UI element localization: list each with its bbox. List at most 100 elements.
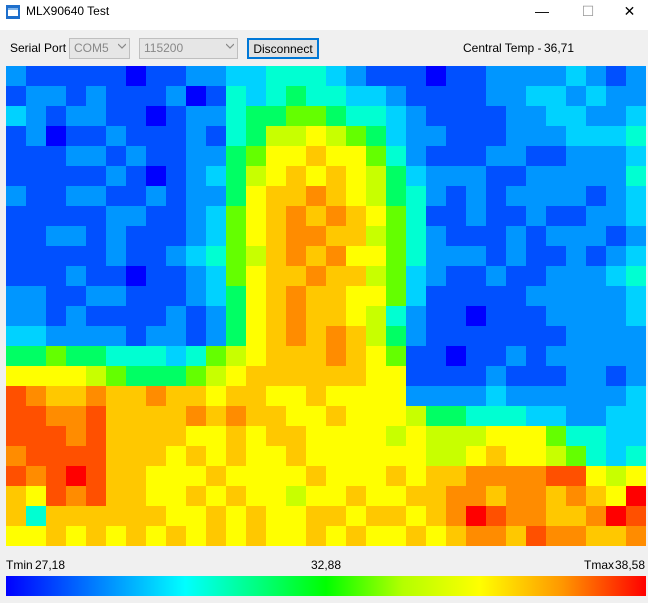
heatmap-cell bbox=[166, 166, 186, 186]
heatmap-cell bbox=[626, 106, 646, 126]
heatmap-cell bbox=[106, 206, 126, 226]
heatmap-cell bbox=[66, 226, 86, 246]
heatmap-cell bbox=[526, 326, 546, 346]
heatmap-cell bbox=[466, 246, 486, 266]
heatmap-cell bbox=[186, 166, 206, 186]
heatmap-cell bbox=[106, 406, 126, 426]
heatmap-cell bbox=[506, 246, 526, 266]
heatmap-cell bbox=[186, 446, 206, 466]
heatmap-cell bbox=[26, 466, 46, 486]
heatmap-cell bbox=[326, 186, 346, 206]
heatmap-cell bbox=[86, 326, 106, 346]
heatmap-cell bbox=[26, 486, 46, 506]
heatmap-cell bbox=[166, 266, 186, 286]
heatmap-cell bbox=[186, 126, 206, 146]
heatmap-cell bbox=[406, 246, 426, 266]
heatmap-cell bbox=[106, 506, 126, 526]
heatmap-cell bbox=[526, 146, 546, 166]
heatmap-cell bbox=[86, 506, 106, 526]
heatmap-cell bbox=[566, 186, 586, 206]
heatmap-cell bbox=[166, 466, 186, 486]
heatmap-cell bbox=[546, 426, 566, 446]
heatmap-cell bbox=[46, 366, 66, 386]
heatmap-cell bbox=[266, 206, 286, 226]
heatmap-cell bbox=[6, 366, 26, 386]
heatmap-cell bbox=[306, 286, 326, 306]
heatmap-cell bbox=[66, 86, 86, 106]
heatmap-cell bbox=[366, 286, 386, 306]
port-select[interactable]: COM5 bbox=[69, 38, 130, 59]
heatmap-cell bbox=[186, 146, 206, 166]
heatmap-cell bbox=[206, 166, 226, 186]
heatmap-cell bbox=[606, 266, 626, 286]
heatmap-cell bbox=[626, 126, 646, 146]
heatmap-cell bbox=[286, 286, 306, 306]
heatmap-cell bbox=[626, 506, 646, 526]
disconnect-button[interactable]: Disconnect bbox=[247, 38, 319, 59]
heatmap-cell bbox=[446, 266, 466, 286]
heatmap-cell bbox=[66, 426, 86, 446]
heatmap-cell bbox=[586, 486, 606, 506]
heatmap-cell bbox=[386, 226, 406, 246]
maximize-button[interactable]: ☐ bbox=[581, 3, 595, 19]
heatmap-cell bbox=[46, 286, 66, 306]
heatmap-cell bbox=[606, 366, 626, 386]
heatmap-cell bbox=[226, 186, 246, 206]
heatmap-cell bbox=[26, 506, 46, 526]
heatmap-cell bbox=[486, 86, 506, 106]
heatmap-cell bbox=[86, 266, 106, 286]
heatmap-cell bbox=[326, 346, 346, 366]
heatmap-cell bbox=[126, 226, 146, 246]
heatmap-cell bbox=[486, 466, 506, 486]
heatmap-cell bbox=[246, 526, 266, 546]
heatmap-cell bbox=[86, 446, 106, 466]
central-temp-label: Central Temp - bbox=[463, 41, 542, 55]
heatmap-cell bbox=[266, 86, 286, 106]
heatmap-cell bbox=[506, 346, 526, 366]
heatmap-cell bbox=[426, 346, 446, 366]
heatmap-cell bbox=[506, 146, 526, 166]
heatmap-cell bbox=[26, 446, 46, 466]
heatmap-cell bbox=[386, 366, 406, 386]
heatmap-cell bbox=[546, 406, 566, 426]
heatmap-cell bbox=[106, 286, 126, 306]
heatmap-cell bbox=[26, 246, 46, 266]
heatmap-cell bbox=[286, 346, 306, 366]
baud-select[interactable]: 115200 bbox=[139, 38, 238, 59]
heatmap-cell bbox=[186, 106, 206, 126]
heatmap-cell bbox=[146, 266, 166, 286]
heatmap-cell bbox=[626, 306, 646, 326]
heatmap-cell bbox=[526, 266, 546, 286]
close-button[interactable]: ✕ bbox=[623, 3, 636, 19]
heatmap-cell bbox=[326, 286, 346, 306]
heatmap-cell bbox=[206, 266, 226, 286]
heatmap-cell bbox=[126, 526, 146, 546]
heatmap-cell bbox=[606, 326, 626, 346]
heatmap-cell bbox=[266, 346, 286, 366]
heatmap-cell bbox=[486, 406, 506, 426]
heatmap-cell bbox=[526, 66, 546, 86]
heatmap-cell bbox=[426, 326, 446, 346]
heatmap-cell bbox=[46, 466, 66, 486]
heatmap-cell bbox=[226, 226, 246, 246]
heatmap-cell bbox=[406, 466, 426, 486]
heatmap-cell bbox=[406, 346, 426, 366]
heatmap-cell bbox=[246, 126, 266, 146]
heatmap-cell bbox=[526, 426, 546, 446]
heatmap-cell bbox=[286, 486, 306, 506]
heatmap-cell bbox=[346, 306, 366, 326]
minimize-button[interactable]: — bbox=[535, 3, 549, 19]
heatmap-cell bbox=[86, 366, 106, 386]
heatmap-cell bbox=[126, 446, 146, 466]
heatmap-cell bbox=[226, 66, 246, 86]
heatmap-cell bbox=[6, 466, 26, 486]
heatmap-cell bbox=[366, 446, 386, 466]
heatmap-cell bbox=[606, 506, 626, 526]
heatmap-cell bbox=[546, 246, 566, 266]
heatmap-cell bbox=[286, 446, 306, 466]
heatmap-cell bbox=[606, 426, 626, 446]
heatmap-cell bbox=[446, 146, 466, 166]
heatmap-cell bbox=[306, 246, 326, 266]
heatmap-cell bbox=[286, 106, 306, 126]
heatmap-cell bbox=[326, 386, 346, 406]
